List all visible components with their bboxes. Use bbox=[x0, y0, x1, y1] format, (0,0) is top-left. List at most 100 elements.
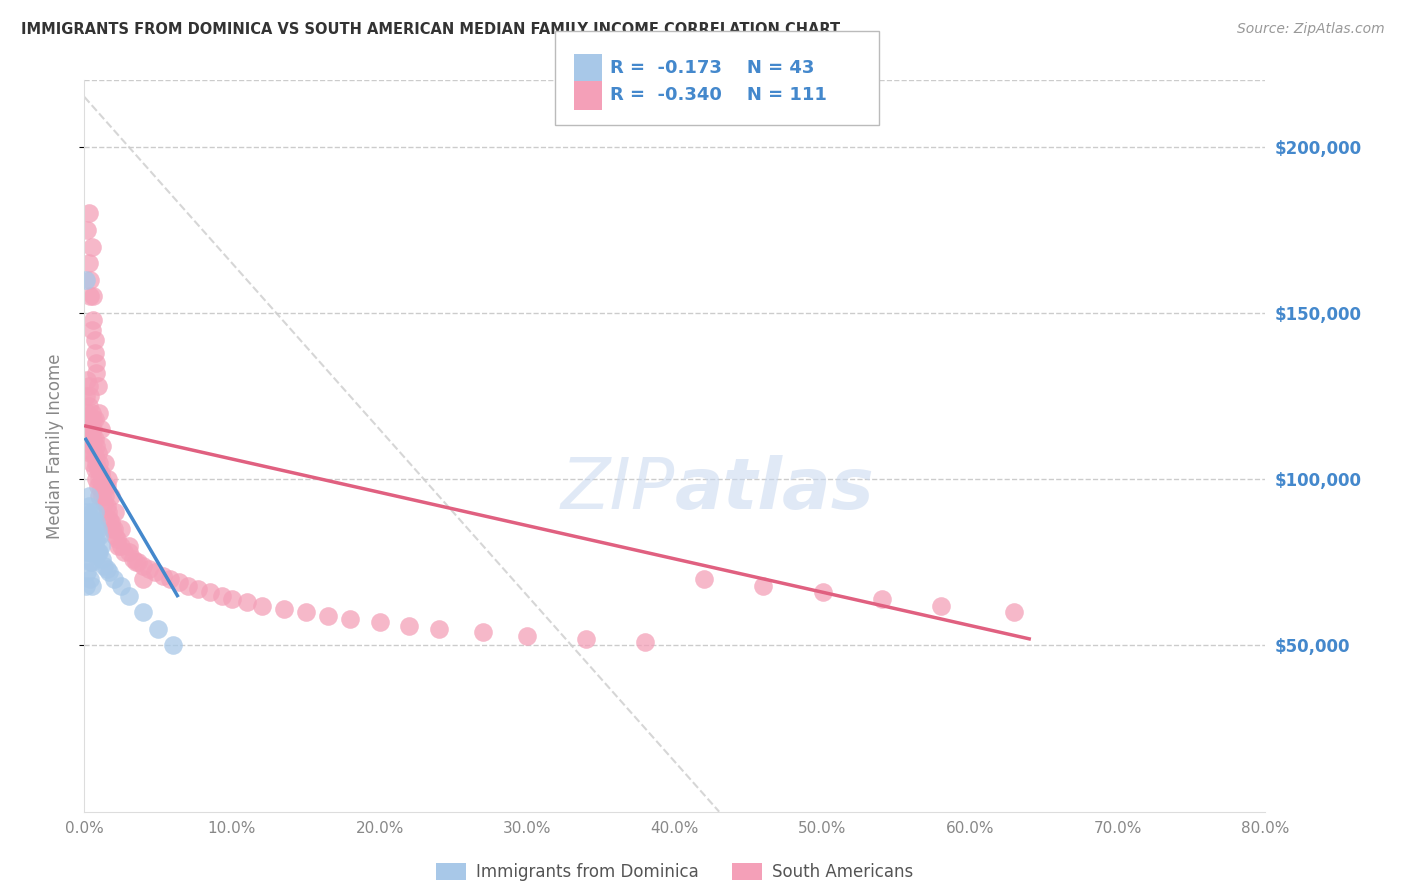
Point bbox=[84, 472, 107, 486]
Point bbox=[80, 422, 103, 436]
Point bbox=[187, 582, 209, 596]
Point bbox=[132, 572, 155, 586]
Point bbox=[82, 289, 104, 303]
Point bbox=[101, 522, 124, 536]
Point bbox=[79, 412, 101, 426]
Point bbox=[83, 433, 105, 447]
Point bbox=[148, 622, 170, 636]
Point bbox=[83, 539, 105, 553]
Point bbox=[94, 456, 117, 470]
Point bbox=[83, 449, 105, 463]
Point bbox=[167, 575, 190, 590]
Point bbox=[80, 456, 103, 470]
Point bbox=[398, 618, 420, 632]
Point bbox=[100, 516, 122, 530]
Point bbox=[80, 439, 103, 453]
Point bbox=[162, 639, 184, 653]
Point bbox=[77, 412, 100, 426]
Point bbox=[77, 545, 100, 559]
Point bbox=[368, 615, 391, 630]
Point bbox=[152, 568, 174, 582]
Point bbox=[82, 412, 104, 426]
Point bbox=[295, 605, 318, 619]
Point bbox=[96, 479, 118, 493]
Point bbox=[79, 273, 101, 287]
Point bbox=[76, 372, 98, 386]
Point bbox=[77, 206, 100, 220]
Point bbox=[86, 522, 108, 536]
Point bbox=[339, 612, 361, 626]
Point bbox=[80, 239, 103, 253]
Point bbox=[84, 516, 107, 530]
Point bbox=[75, 273, 97, 287]
Point bbox=[79, 289, 101, 303]
Point bbox=[1004, 605, 1026, 619]
Point bbox=[104, 529, 127, 543]
Point bbox=[132, 558, 155, 573]
Point bbox=[86, 379, 108, 393]
Point bbox=[98, 566, 121, 580]
Point bbox=[93, 495, 115, 509]
Point bbox=[110, 522, 132, 536]
Point bbox=[77, 256, 100, 270]
Point bbox=[273, 602, 295, 616]
Point bbox=[86, 479, 108, 493]
Point bbox=[83, 412, 105, 426]
Point bbox=[752, 579, 775, 593]
Point bbox=[83, 462, 105, 476]
Point bbox=[100, 489, 122, 503]
Legend: Immigrants from Dominica, South Americans: Immigrants from Dominica, South American… bbox=[430, 856, 920, 888]
Point bbox=[122, 552, 145, 566]
Point bbox=[427, 622, 450, 636]
Text: ZIP: ZIP bbox=[561, 456, 675, 524]
Point bbox=[870, 591, 893, 606]
Point bbox=[76, 545, 98, 559]
Point bbox=[80, 506, 103, 520]
Point bbox=[929, 599, 952, 613]
Point bbox=[118, 545, 141, 559]
Point bbox=[76, 406, 98, 420]
Point bbox=[143, 566, 166, 580]
Point bbox=[110, 539, 132, 553]
Point bbox=[86, 445, 108, 459]
Point bbox=[89, 489, 111, 503]
Point bbox=[90, 466, 112, 480]
Point bbox=[138, 562, 160, 576]
Point bbox=[97, 506, 120, 520]
Point bbox=[96, 562, 118, 576]
Point bbox=[80, 579, 103, 593]
Point bbox=[77, 433, 100, 447]
Point bbox=[79, 445, 101, 459]
Text: R =  -0.340    N = 111: R = -0.340 N = 111 bbox=[610, 87, 827, 104]
Point bbox=[84, 549, 107, 563]
Point bbox=[89, 545, 111, 559]
Text: IMMIGRANTS FROM DOMINICA VS SOUTH AMERICAN MEDIAN FAMILY INCOME CORRELATION CHAR: IMMIGRANTS FROM DOMINICA VS SOUTH AMERIC… bbox=[21, 22, 841, 37]
Point bbox=[127, 555, 149, 569]
Point bbox=[77, 489, 100, 503]
Point bbox=[76, 422, 98, 436]
Point bbox=[472, 625, 495, 640]
Point bbox=[79, 532, 101, 546]
Point bbox=[75, 412, 97, 426]
Y-axis label: Median Family Income: Median Family Income bbox=[45, 353, 63, 539]
Point bbox=[221, 591, 243, 606]
Point bbox=[516, 628, 538, 642]
Point bbox=[77, 379, 100, 393]
Point bbox=[79, 422, 101, 436]
Point bbox=[575, 632, 598, 646]
Point bbox=[83, 522, 105, 536]
Point bbox=[77, 522, 100, 536]
Point bbox=[316, 608, 339, 623]
Point bbox=[75, 389, 97, 403]
Point bbox=[83, 333, 105, 347]
Point bbox=[80, 539, 103, 553]
Point bbox=[107, 539, 129, 553]
Point bbox=[77, 499, 100, 513]
Point bbox=[82, 433, 104, 447]
Point bbox=[250, 599, 273, 613]
Point bbox=[110, 579, 132, 593]
Point bbox=[84, 532, 107, 546]
Point bbox=[118, 589, 141, 603]
Point bbox=[82, 422, 104, 436]
Point bbox=[76, 566, 98, 580]
